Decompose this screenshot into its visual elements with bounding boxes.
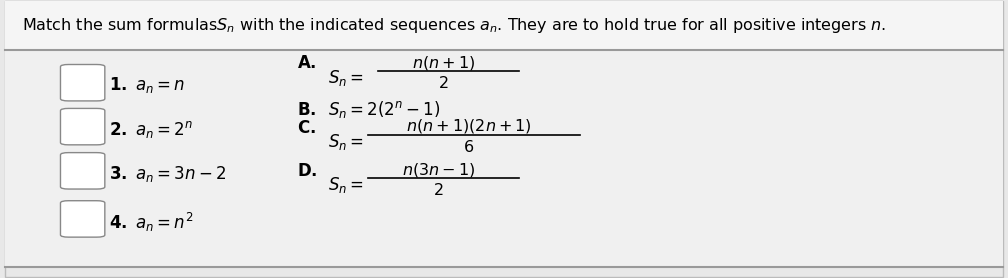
Bar (5, 50, 1003, 267)
Text: $S_n =$: $S_n =$ (328, 175, 364, 195)
Text: $\mathbf{C.}$: $\mathbf{C.}$ (297, 119, 317, 137)
Text: $\mathbf{4.}\ a_n = n^2$: $\mathbf{4.}\ a_n = n^2$ (109, 211, 194, 234)
Text: $n(n+1)(2n+1)$: $n(n+1)(2n+1)$ (406, 118, 531, 135)
Text: $\mathbf{A.}$: $\mathbf{A.}$ (297, 54, 317, 71)
Text: $\mathbf{B.}$: $\mathbf{B.}$ (297, 101, 317, 119)
Text: $2$: $2$ (433, 182, 444, 198)
Text: $S_n =$: $S_n =$ (328, 132, 364, 152)
Text: $S_n =$: $S_n =$ (328, 68, 364, 88)
Text: $6$: $6$ (463, 139, 475, 155)
Text: $S_n = 2(2^n - 1)$: $S_n = 2(2^n - 1)$ (328, 99, 440, 120)
FancyBboxPatch shape (60, 64, 105, 101)
Text: $n(n+1)$: $n(n+1)$ (412, 54, 475, 71)
Text: $\mathbf{3.}\ a_n = 3n - 2$: $\mathbf{3.}\ a_n = 3n - 2$ (109, 164, 227, 184)
Text: $\mathbf{2.}\ a_n = 2^n$: $\mathbf{2.}\ a_n = 2^n$ (109, 119, 194, 140)
FancyBboxPatch shape (60, 153, 105, 189)
Text: $\mathbf{1.}\ a_n = n$: $\mathbf{1.}\ a_n = n$ (109, 75, 185, 95)
Text: $\mathbf{D.}$: $\mathbf{D.}$ (297, 162, 318, 180)
FancyBboxPatch shape (60, 108, 105, 145)
FancyBboxPatch shape (5, 1, 1003, 277)
Text: $n(3n-1)$: $n(3n-1)$ (402, 161, 475, 178)
FancyBboxPatch shape (60, 201, 105, 237)
Text: $2$: $2$ (438, 75, 449, 91)
Bar (5, 1, 1003, 50)
Text: Match the sum formulas$S_n$ with the indicated sequences $a_n$. They are to hold: Match the sum formulas$S_n$ with the ind… (22, 16, 886, 35)
